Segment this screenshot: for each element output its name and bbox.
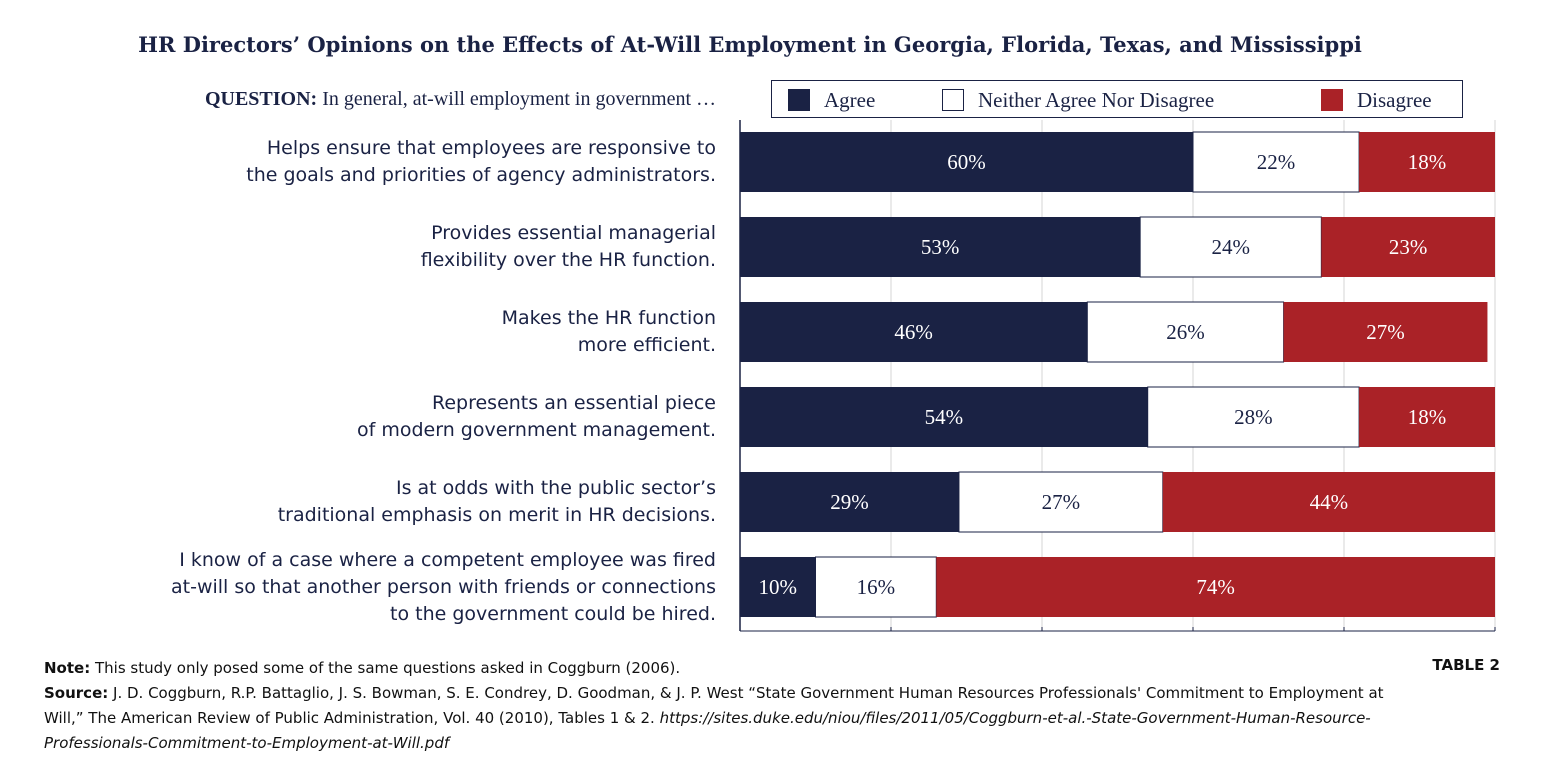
data-label: 27% — [1042, 490, 1081, 514]
question-text: QUESTION: In general, at-will employment… — [205, 88, 716, 111]
bar-segment — [1147, 386, 1360, 448]
note-line: Note: This study only posed some of the … — [44, 656, 1404, 681]
data-label: 53% — [921, 235, 960, 259]
category-label-line: at-will so that another person with frie… — [171, 575, 716, 598]
category-label: Provides essential managerial flexibility… — [16, 220, 716, 274]
category-label-line: more efficient. — [577, 334, 716, 356]
category-label-line: to the government could be hired. — [390, 602, 716, 625]
bar-segment — [1086, 301, 1285, 363]
data-label: 60% — [947, 150, 986, 174]
bar-segment — [740, 387, 1148, 447]
legend-swatch-disagree — [1321, 89, 1343, 111]
category-label: Makes the HR function more efficient. — [16, 305, 716, 359]
data-label: 10% — [759, 575, 798, 599]
data-label: 44% — [1310, 490, 1349, 514]
bar-segment — [815, 556, 937, 618]
bar-segment — [740, 132, 1193, 192]
bar-segment — [740, 302, 1088, 362]
source-label: Source: — [44, 684, 109, 702]
data-label: 18% — [1408, 405, 1447, 429]
legend-item-agree: Agree — [788, 88, 875, 112]
category-label-line: Provides essential managerial — [431, 222, 716, 244]
category-label-line: flexibility over the HR function. — [420, 249, 716, 271]
category-label-line: Makes the HR function — [501, 307, 716, 329]
data-label: 22% — [1257, 150, 1296, 174]
data-label: 18% — [1408, 150, 1447, 174]
category-label-line: of modern government management. — [357, 419, 716, 441]
bar-segment — [740, 472, 959, 532]
question-body: In general, at-will employment in govern… — [322, 88, 716, 110]
chart-title: HR Directors’ Opinions on the Effects of… — [138, 32, 1362, 57]
data-label: 28% — [1234, 405, 1273, 429]
data-label: 46% — [894, 320, 933, 344]
legend-swatch-neither — [942, 89, 964, 111]
data-label: 29% — [830, 490, 869, 514]
bar-segment — [1162, 472, 1495, 532]
category-label-line: I know of a case where a competent emplo… — [179, 548, 716, 571]
legend-label-agree: Agree — [824, 87, 876, 112]
table-number: TABLE 2 — [1432, 656, 1500, 674]
legend-swatch-agree — [788, 89, 810, 111]
source-url[interactable]: https://sites.duke.edu/niou/files/2011/0… — [44, 709, 1371, 752]
category-label: Helps ensure that employees are responsi… — [16, 135, 716, 189]
category-label-line: the goals and priorities of agency admin… — [246, 164, 716, 186]
category-label-line: traditional emphasis on merit in HR deci… — [277, 504, 716, 526]
footnote: Note: This study only posed some of the … — [44, 656, 1404, 756]
bar-segment — [1192, 131, 1360, 193]
category-label: Is at odds with the public sector’s tradi… — [16, 475, 716, 529]
bar-segment — [740, 217, 1141, 277]
note-label: Note: — [44, 659, 91, 677]
bar-segment — [936, 557, 1495, 617]
chart-legend: Agree Neither Agree Nor Disagree Disagre… — [771, 80, 1463, 118]
bar-segment — [1283, 302, 1488, 362]
legend-item-disagree: Disagree — [1321, 88, 1432, 112]
note-text: This study only posed some of the same q… — [94, 659, 681, 677]
category-label: Represents an essential piece of modern g… — [16, 390, 716, 444]
data-label: 26% — [1166, 320, 1205, 344]
data-label: 16% — [857, 575, 896, 599]
bar-segment — [958, 471, 1164, 533]
category-label-line: Represents an essential piece — [432, 392, 716, 414]
source-text: J. D. Coggburn, R.P. Battaglio, J. S. Bo… — [44, 684, 1384, 727]
category-label-line: Is at odds with the public sector’s — [396, 477, 716, 499]
category-label: I know of a case where a competent emplo… — [16, 547, 716, 628]
bar-segment — [740, 557, 816, 617]
data-label: 23% — [1389, 235, 1428, 259]
legend-label-neither: Neither Agree Nor Disagree — [978, 87, 1215, 112]
legend-item-neither: Neither Agree Nor Disagree — [942, 88, 1214, 112]
data-label: 74% — [1196, 575, 1235, 599]
data-label: 24% — [1212, 235, 1251, 259]
bar-segment — [1321, 217, 1495, 277]
question-label: QUESTION: — [204, 88, 318, 110]
bar-segment — [1359, 387, 1495, 447]
category-label-line: Helps ensure that employees are responsi… — [266, 137, 716, 159]
legend-label-disagree: Disagree — [1357, 87, 1432, 112]
data-label: 27% — [1366, 320, 1405, 344]
data-label: 54% — [925, 405, 964, 429]
source-line: Source: J. D. Coggburn, R.P. Battaglio, … — [44, 681, 1404, 756]
bar-segment — [1359, 132, 1495, 192]
